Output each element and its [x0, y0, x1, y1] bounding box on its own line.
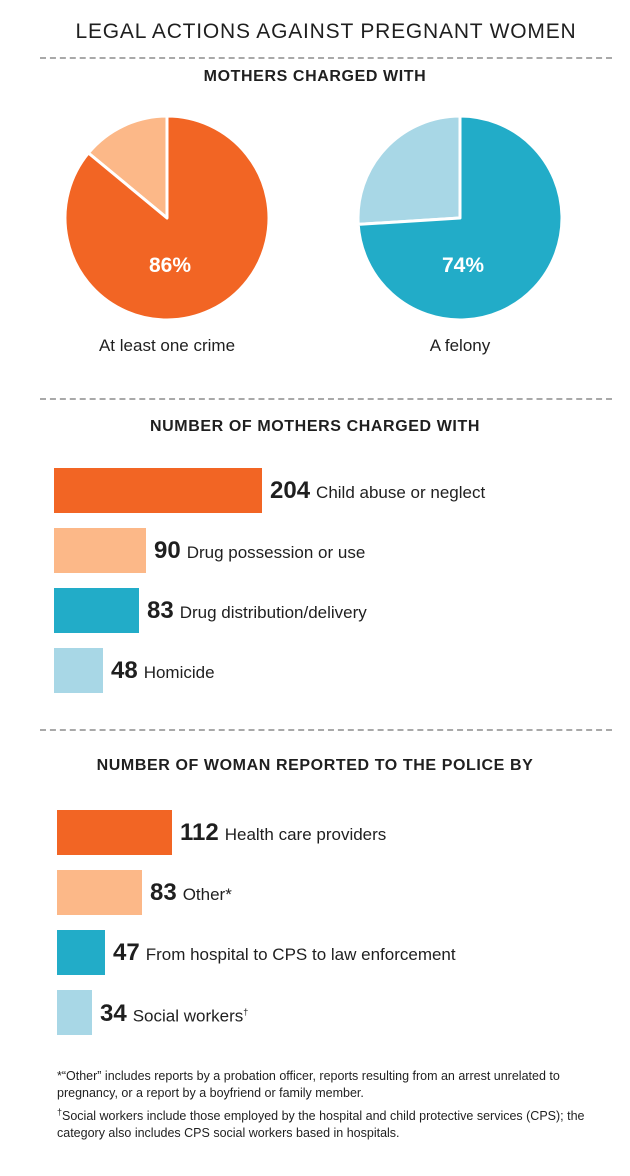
bar-label-group: 204 Child abuse or neglect — [270, 468, 485, 513]
pie-value-label: 74% — [442, 254, 484, 277]
bar-label-group: 112 Health care providers — [180, 810, 386, 855]
pie-section-title: MOTHERS CHARGED WITH — [203, 68, 427, 85]
bar-category-label: From hospital to CPS to law enforcement — [145, 945, 456, 964]
bar-label-group: 48 Homicide — [111, 648, 215, 693]
bar — [54, 468, 262, 513]
divider — [40, 729, 612, 731]
bar — [54, 588, 139, 633]
pie-charts: 86% 74% — [63, 114, 564, 322]
bar-section-title: NUMBER OF MOTHERS CHARGED WITH — [150, 418, 480, 435]
bar — [57, 810, 172, 855]
bar-value-label: 112 — [180, 819, 219, 846]
bar — [54, 528, 146, 573]
bar-value-label: 34 — [100, 1000, 127, 1028]
bar-label-group: 34 Social workers† — [100, 990, 248, 1035]
bar-category-label: Drug possession or use — [186, 543, 366, 562]
dagger-mark: † — [57, 1107, 63, 1117]
bar-label-group: 47 From hospital to CPS to law enforcemen… — [113, 930, 456, 975]
pie-slice-value — [63, 114, 271, 322]
bar-category-label: Child abuse or neglect — [316, 483, 486, 502]
pie-caption: A felony — [429, 336, 491, 355]
bar-category-label: Other* — [182, 885, 232, 904]
pie-slice-remainder — [356, 114, 462, 226]
bar-category-label: Drug distribution/delivery — [179, 603, 367, 622]
bar — [57, 930, 105, 975]
bar-category-label: Health care providers — [224, 825, 387, 844]
bar-label-group: 83 Drug distribution/delivery — [147, 588, 367, 633]
bar-value-label: 83 — [150, 879, 177, 906]
bar-label-group: 90 Drug possession or use — [154, 528, 365, 573]
bar-value-label: 83 — [147, 597, 174, 624]
bar — [54, 648, 103, 693]
bar — [57, 870, 142, 915]
dagger-mark: † — [243, 1007, 249, 1017]
bar-category-label: Social workers — [132, 1006, 244, 1026]
page-title: LEGAL ACTIONS AGAINST PREGNANT WOMEN — [75, 20, 577, 43]
footnote-other: *“Other” includes reports by a probation… — [57, 1069, 560, 1100]
footnote-social-workers: †Social workers include those employed b… — [57, 1104, 597, 1142]
bar-value-label: 204 — [270, 477, 311, 504]
bar-category-label: Homicide — [143, 663, 215, 682]
bar-section-title: NUMBER OF WOMAN REPORTED TO THE POLICE B… — [96, 757, 534, 774]
bar — [57, 990, 92, 1035]
bar-value-label: 47 — [113, 939, 140, 966]
pie-slice-remainder — [86, 114, 169, 222]
divider — [40, 398, 612, 400]
bar-value-label: 90 — [154, 537, 181, 564]
pie-slice-value — [356, 114, 564, 322]
pie-caption: At least one crime — [98, 336, 236, 355]
bar-value-label: 48 — [111, 657, 138, 684]
footnote-text: Social workers include those employed by… — [57, 1109, 585, 1141]
divider — [40, 57, 612, 59]
bar-label-group: 83 Other* — [150, 870, 232, 915]
pie-value-label: 86% — [149, 254, 191, 277]
